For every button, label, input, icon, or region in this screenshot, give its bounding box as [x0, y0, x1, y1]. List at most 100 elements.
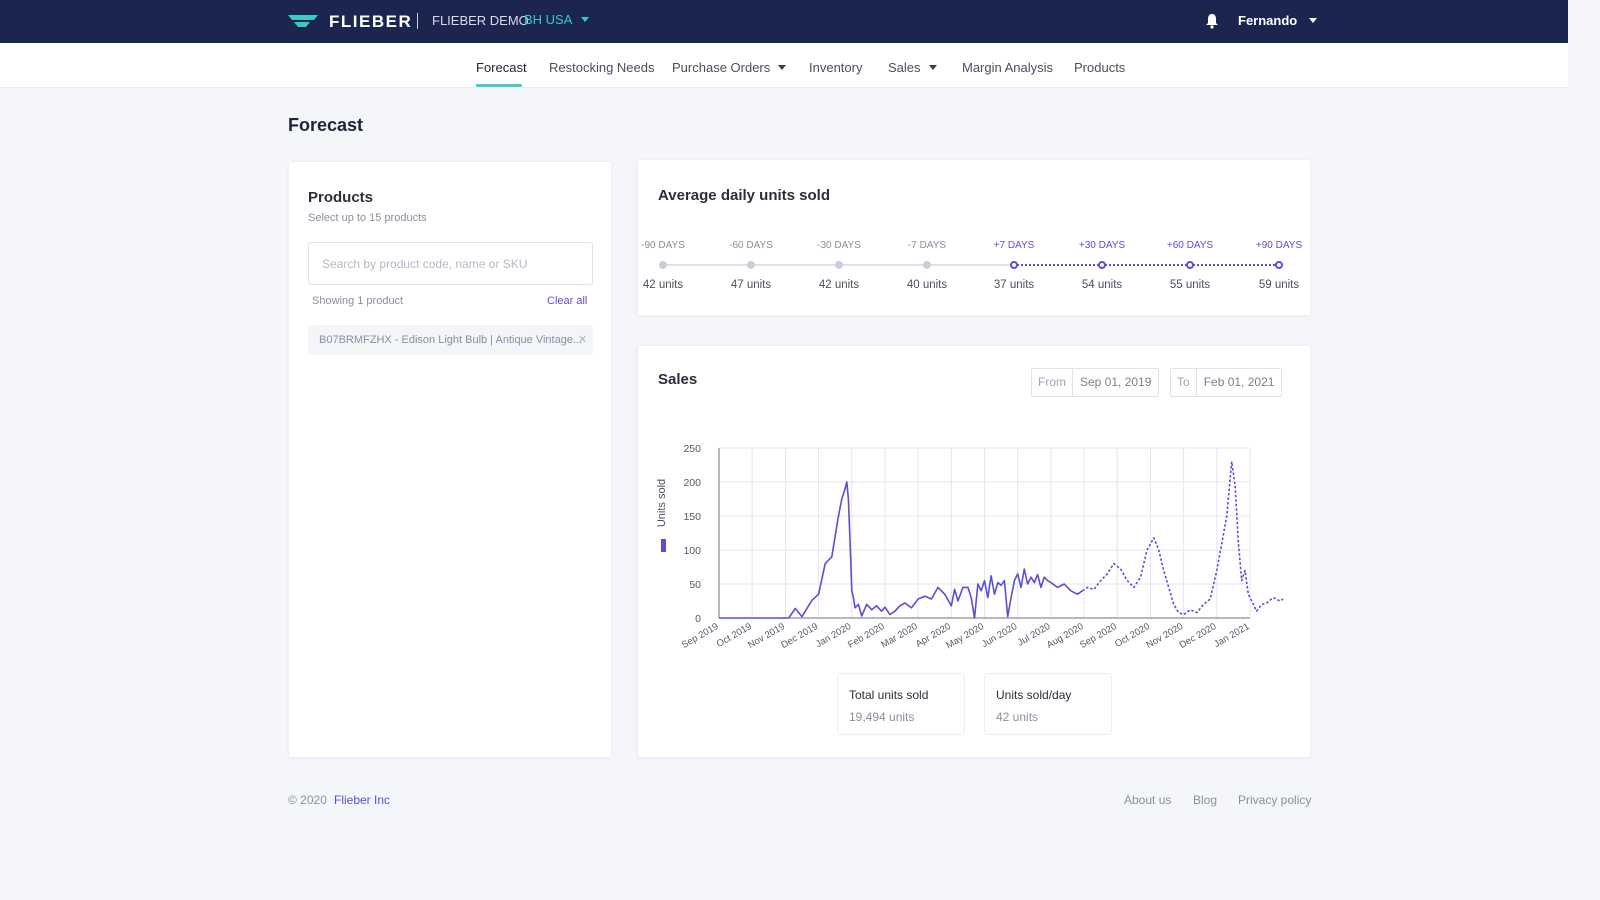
- x-tick-label: Sep 2020: [1078, 621, 1119, 651]
- sales-title: Sales: [658, 371, 698, 388]
- nav-sales[interactable]: Sales: [888, 60, 937, 75]
- header-divider: [417, 13, 418, 29]
- about-link[interactable]: About us: [1124, 793, 1172, 807]
- company-link[interactable]: Flieber Inc: [334, 793, 391, 807]
- nav-inventory[interactable]: Inventory: [809, 60, 862, 75]
- from-date-picker[interactable]: From Sep 01, 2019: [1031, 368, 1160, 397]
- region-selector[interactable]: BH USA: [524, 12, 590, 27]
- timeline-units: 54 units: [1081, 279, 1123, 291]
- top-bar: FLIEBER FLIEBER DEMO BH USA Fernando: [0, 0, 1568, 43]
- timeline-point: [835, 261, 843, 269]
- blog-link[interactable]: Blog: [1193, 793, 1218, 807]
- product-search-input[interactable]: [308, 242, 593, 285]
- timeline-units: 42 units: [642, 279, 684, 291]
- timeline-label: -30 DAYS: [817, 240, 861, 251]
- legend-swatch: [661, 539, 666, 552]
- nav-label: Restocking Needs: [549, 60, 655, 75]
- bell-icon[interactable]: [1205, 13, 1219, 29]
- account-name: FLIEBER DEMO: [432, 13, 529, 28]
- y-tick-label: 200: [683, 477, 701, 489]
- nav-label: Sales: [888, 60, 921, 75]
- nav-label: Products: [1074, 60, 1126, 75]
- x-tick-label: May 2020: [944, 621, 986, 651]
- nav-label: Purchase Orders: [672, 60, 771, 75]
- to-date-value: Feb 01, 2021: [1203, 375, 1275, 389]
- selected-product-label: B07BRMFZHX - Edison Light Bulb | Antique…: [319, 334, 583, 346]
- privacy-link[interactable]: Privacy policy: [1238, 793, 1312, 807]
- timeline-units: 40 units: [906, 279, 948, 291]
- x-tick-label: Nov 2020: [1144, 621, 1185, 651]
- x-tick-label: Mar 2020: [879, 621, 919, 651]
- brand-logo[interactable]: FLIEBER: [288, 12, 412, 32]
- chevron-down-icon: [1309, 18, 1318, 23]
- region-label: BH USA: [524, 12, 573, 27]
- timeline-units: 59 units: [1258, 279, 1300, 291]
- products-panel: Products Select up to 15 products Showin…: [288, 161, 612, 758]
- timeline-units: 47 units: [730, 279, 772, 291]
- y-axis-label: Units sold: [656, 479, 668, 527]
- timeline-label: +30 DAYS: [1078, 240, 1126, 251]
- nav-products[interactable]: Products: [1074, 60, 1125, 75]
- to-date-picker[interactable]: To Feb 01, 2021: [1170, 368, 1283, 397]
- remove-icon[interactable]: ✕: [578, 334, 588, 346]
- showing-count: Showing 1 product: [312, 295, 404, 307]
- nav-restocking-needs[interactable]: Restocking Needs: [549, 60, 655, 75]
- chevron-down-icon: [581, 17, 590, 22]
- sales-panel: Sales From Sep 01, 2019 To Feb 01, 2021 …: [637, 345, 1311, 758]
- stat-total-units: Total units sold 19,494 units: [837, 673, 965, 735]
- timeline-point: [747, 261, 755, 269]
- avg-daily-panel: Average daily units sold -90 DAYS 42 unit…: [637, 159, 1311, 316]
- from-date-value: Sep 01, 2019: [1080, 375, 1152, 389]
- timeline-point: [1098, 261, 1106, 269]
- x-tick-label: Sep 2019: [680, 621, 721, 651]
- timeline-forecast-line: [1013, 264, 1279, 266]
- timeline-point: [1010, 261, 1018, 269]
- nav-purchase-orders[interactable]: Purchase Orders: [672, 60, 787, 75]
- timeline-label: +60 DAYS: [1166, 240, 1214, 251]
- x-tick-label: Dec 2019: [779, 621, 820, 651]
- chevron-down-icon: [928, 65, 937, 70]
- nav-label: Forecast: [476, 60, 527, 75]
- stat-units-per-day: Units sold/day 42 units: [984, 673, 1112, 735]
- products-title: Products: [308, 189, 374, 206]
- nav-forecast[interactable]: Forecast: [476, 60, 527, 75]
- timeline-label: +90 DAYS: [1255, 240, 1303, 251]
- timeline-label: -60 DAYS: [729, 240, 773, 251]
- timeline-point: [923, 261, 931, 269]
- selected-product-chip[interactable]: B07BRMFZHX - Edison Light Bulb | Antique…: [308, 325, 593, 355]
- timeline-label: -90 DAYS: [641, 240, 685, 251]
- timeline-point: [1275, 261, 1283, 269]
- y-tick-label: 0: [695, 613, 701, 625]
- timeline-units: 42 units: [818, 279, 860, 291]
- stat-value: 19,494 units: [849, 710, 915, 724]
- user-menu[interactable]: Fernando: [1238, 13, 1318, 28]
- from-label: From: [1032, 369, 1073, 396]
- chevron-down-icon: [778, 65, 787, 70]
- stat-label: Units sold/day: [996, 688, 1072, 702]
- y-tick-label: 100: [683, 545, 701, 557]
- x-tick-label: Jan 2020: [814, 621, 853, 650]
- nav-label: Margin Analysis: [962, 60, 1054, 75]
- timeline-point: [1186, 261, 1194, 269]
- stat-label: Total units sold: [849, 688, 929, 702]
- y-tick-label: 250: [683, 443, 701, 455]
- clear-all-link[interactable]: Clear all: [547, 295, 588, 307]
- page-title: Forecast: [288, 115, 364, 135]
- x-tick-label: Jun 2020: [980, 621, 1019, 650]
- timeline-units: 55 units: [1169, 279, 1211, 291]
- x-tick-label: Aug 2020: [1045, 621, 1086, 651]
- main-nav: Forecast Restocking Needs Purchase Order…: [0, 43, 1568, 88]
- products-subtitle: Select up to 15 products: [308, 212, 427, 224]
- timeline-label: -7 DAYS: [907, 240, 947, 251]
- nav-margin-analysis[interactable]: Margin Analysis: [962, 60, 1053, 75]
- flieber-logo-icon: [288, 15, 318, 27]
- timeline-label: +7 DAYS: [993, 240, 1035, 251]
- x-tick-label: Jan 2021: [1212, 621, 1251, 650]
- x-tick-label: Dec 2020: [1178, 621, 1219, 651]
- y-tick-label: 150: [683, 511, 701, 523]
- active-tab-indicator: [476, 84, 522, 87]
- nav-label: Inventory: [809, 60, 863, 75]
- copyright: © 2020: [288, 793, 327, 807]
- avg-daily-title: Average daily units sold: [658, 187, 830, 204]
